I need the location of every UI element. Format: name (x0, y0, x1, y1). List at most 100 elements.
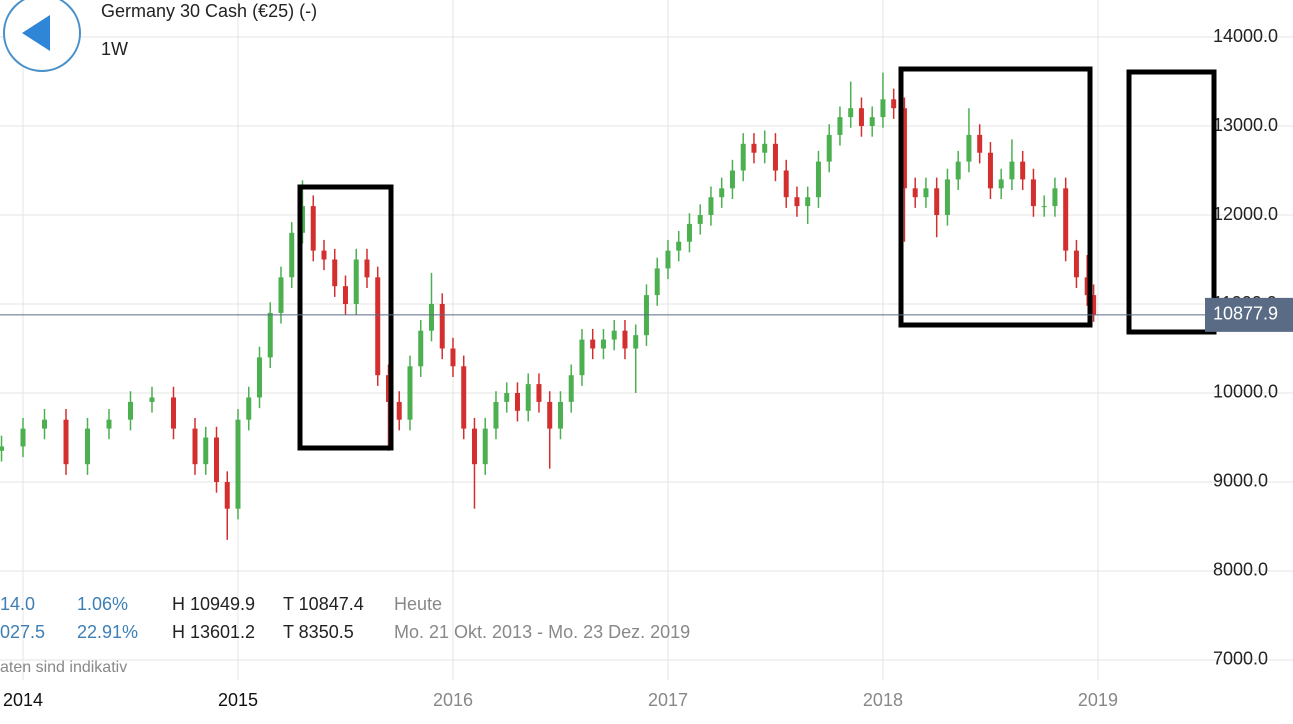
candle-body (729, 170, 735, 189)
candle-body (127, 401, 133, 420)
candle-body (547, 401, 553, 429)
candle-body (600, 339, 606, 349)
candle-body (439, 304, 445, 349)
candle-body (385, 375, 391, 402)
candle-body (686, 223, 692, 242)
candle-body (63, 419, 69, 465)
candle-body (751, 143, 757, 153)
candle-body (912, 188, 918, 198)
candle-body (342, 286, 348, 305)
grid (0, 0, 1293, 680)
candle-body (579, 339, 585, 376)
stat: H 10949.9 (172, 594, 255, 614)
y-tick-label: 13000.0 (1213, 115, 1278, 135)
stat: 1.06% (77, 594, 128, 614)
candle-body (880, 99, 886, 118)
candle-body (633, 335, 639, 349)
candle-body (966, 134, 972, 162)
candle-body (901, 108, 907, 189)
candle-body (590, 339, 596, 349)
candle-body (246, 397, 252, 420)
candle-body (955, 161, 961, 180)
candle-body (891, 99, 897, 109)
candle-body (858, 108, 864, 127)
x-tick-label: 2018 (863, 690, 903, 710)
candle-body (375, 277, 381, 376)
candle-body (987, 152, 993, 189)
candle-body (321, 250, 327, 260)
candle-body (418, 330, 424, 367)
candle-body (256, 357, 262, 398)
candle-body (1041, 206, 1047, 208)
candle-body (923, 188, 929, 198)
candle-body (310, 206, 316, 251)
y-tick-label: 10000.0 (1213, 382, 1278, 402)
candle-body (267, 312, 273, 358)
candle-body (998, 179, 1004, 189)
candle-body (1084, 277, 1090, 296)
y-tick-label: 12000.0 (1213, 204, 1278, 224)
x-tick-label: 2015 (218, 690, 258, 710)
y-tick-label: 7000.0 (1213, 649, 1268, 669)
interval: 1W (101, 39, 128, 59)
candle-body (450, 348, 456, 367)
candle-body (1063, 188, 1069, 251)
x-tick-label: 2014 (3, 690, 43, 710)
candle-body (525, 384, 531, 411)
candle-body (762, 143, 768, 153)
x-tick-label: 2016 (433, 690, 473, 710)
candle-body (805, 197, 811, 207)
annotation-box (297, 184, 394, 451)
candle-body (1073, 250, 1079, 278)
candle-body (213, 437, 219, 482)
candle-body (944, 179, 950, 216)
candle-body (568, 375, 574, 402)
x-tick-label: 2019 (1078, 690, 1118, 710)
candle-body (461, 366, 467, 429)
candle-body (794, 197, 800, 207)
candle-body (224, 481, 230, 509)
candle-body (471, 428, 477, 465)
candle-body (1020, 161, 1026, 180)
candle-body (353, 259, 359, 305)
candle-body (815, 161, 821, 198)
candle-body (0, 446, 5, 451)
candle-body (278, 277, 284, 313)
candle-body (977, 134, 983, 153)
candle-body (1091, 295, 1097, 315)
annotation-box (1126, 69, 1217, 335)
candle-body (557, 401, 563, 429)
candles (0, 72, 1097, 540)
y-tick-label: 8000.0 (1213, 560, 1268, 580)
x-tick-label: 2017 (648, 690, 688, 710)
candle-body (84, 428, 90, 465)
candle-body (235, 419, 241, 509)
candle-body (504, 392, 510, 402)
candle-body (611, 330, 617, 340)
candle-body (106, 419, 112, 429)
disclaimer: aten sind indikativ (0, 659, 127, 676)
stat: H 13601.2 (172, 622, 255, 642)
candle-body (622, 330, 628, 349)
candle-body (772, 143, 778, 171)
back-icon[interactable] (22, 15, 50, 51)
candle-body (428, 304, 434, 331)
candle-body (20, 428, 26, 447)
candle-body (719, 188, 725, 198)
candle-body (170, 397, 176, 429)
candle-body (407, 366, 413, 420)
candle-body (837, 117, 843, 135)
candle-body (708, 197, 714, 216)
candle-body (934, 188, 940, 216)
last-price-label: 10877.9 (1213, 304, 1278, 324)
candle-body (482, 428, 488, 465)
stat: T 8350.5 (283, 622, 354, 642)
candle-body (654, 268, 660, 296)
candle-body (203, 437, 209, 465)
candle-body (514, 392, 520, 411)
stat: 14.0 (0, 594, 35, 614)
candle-body (42, 419, 48, 429)
y-tick-label: 9000.0 (1213, 471, 1268, 491)
candle-body (536, 384, 542, 402)
